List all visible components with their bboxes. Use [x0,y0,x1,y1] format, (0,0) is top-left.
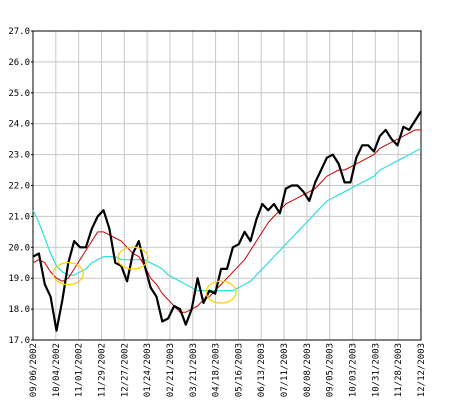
x-tick-label: 07/11/2003 [280,343,290,397]
series-line-1 [32,129,421,313]
x-tick-label: 10/03/2003 [349,343,359,397]
annotations [52,246,237,304]
x-tick-label: 04/18/2003 [212,343,222,397]
x-tick-label: 05/16/2003 [234,343,244,397]
x-tick-label: 11/29/2002 [97,343,107,397]
x-tick-label: 09/06/2002 [29,343,39,397]
x-tick-label: 09/05/2003 [326,343,336,397]
y-tick-label: 24.0 [8,120,30,130]
x-tick-label: 02/21/2003 [166,343,176,397]
y-tick-label: 17.0 [8,336,30,346]
y-tick-label: 22.0 [8,182,30,192]
y-tick-label: 19.0 [8,274,30,284]
annotation-ellipse [52,262,84,286]
x-axis-ticks: 09/06/2002 10/04/2002 11/01/2002 11/29/2002… [29,343,427,397]
grid [32,30,422,341]
x-tick-label: 01/24/2003 [143,343,153,397]
x-tick-label: 10/31/2003 [371,343,381,397]
y-tick-label: 20.0 [8,243,30,253]
x-tick-label: 11/01/2002 [75,343,85,397]
x-tick-label: 06/13/2003 [257,343,267,397]
y-tick-label: 27.0 [8,27,30,37]
x-tick-label: 12/12/2003 [417,343,427,397]
annotation-ellipse [205,280,237,304]
y-tick-label: 23.0 [8,151,30,161]
y-tick-label: 18.0 [8,305,30,315]
y-tick-label: 21.0 [8,212,30,222]
y-tick-label: 26.0 [8,58,30,68]
x-tick-label: 03/21/2003 [189,343,199,397]
x-tick-label: 12/27/2002 [120,343,130,397]
x-tick-label: 08/08/2003 [303,343,313,397]
series-line-2 [32,147,422,292]
y-axis-ticks: 27.0 26.0 25.0 24.0 23.0 22.0 21.0 20.0 19.0 18.0… [8,27,33,346]
series-lines [32,110,422,332]
annotation-ellipse [117,246,149,270]
x-tick-label: 10/04/2002 [52,343,62,397]
y-tick-label: 25.0 [8,89,30,99]
x-tick-label: 11/28/2003 [394,343,404,397]
series-line-0 [32,110,422,332]
